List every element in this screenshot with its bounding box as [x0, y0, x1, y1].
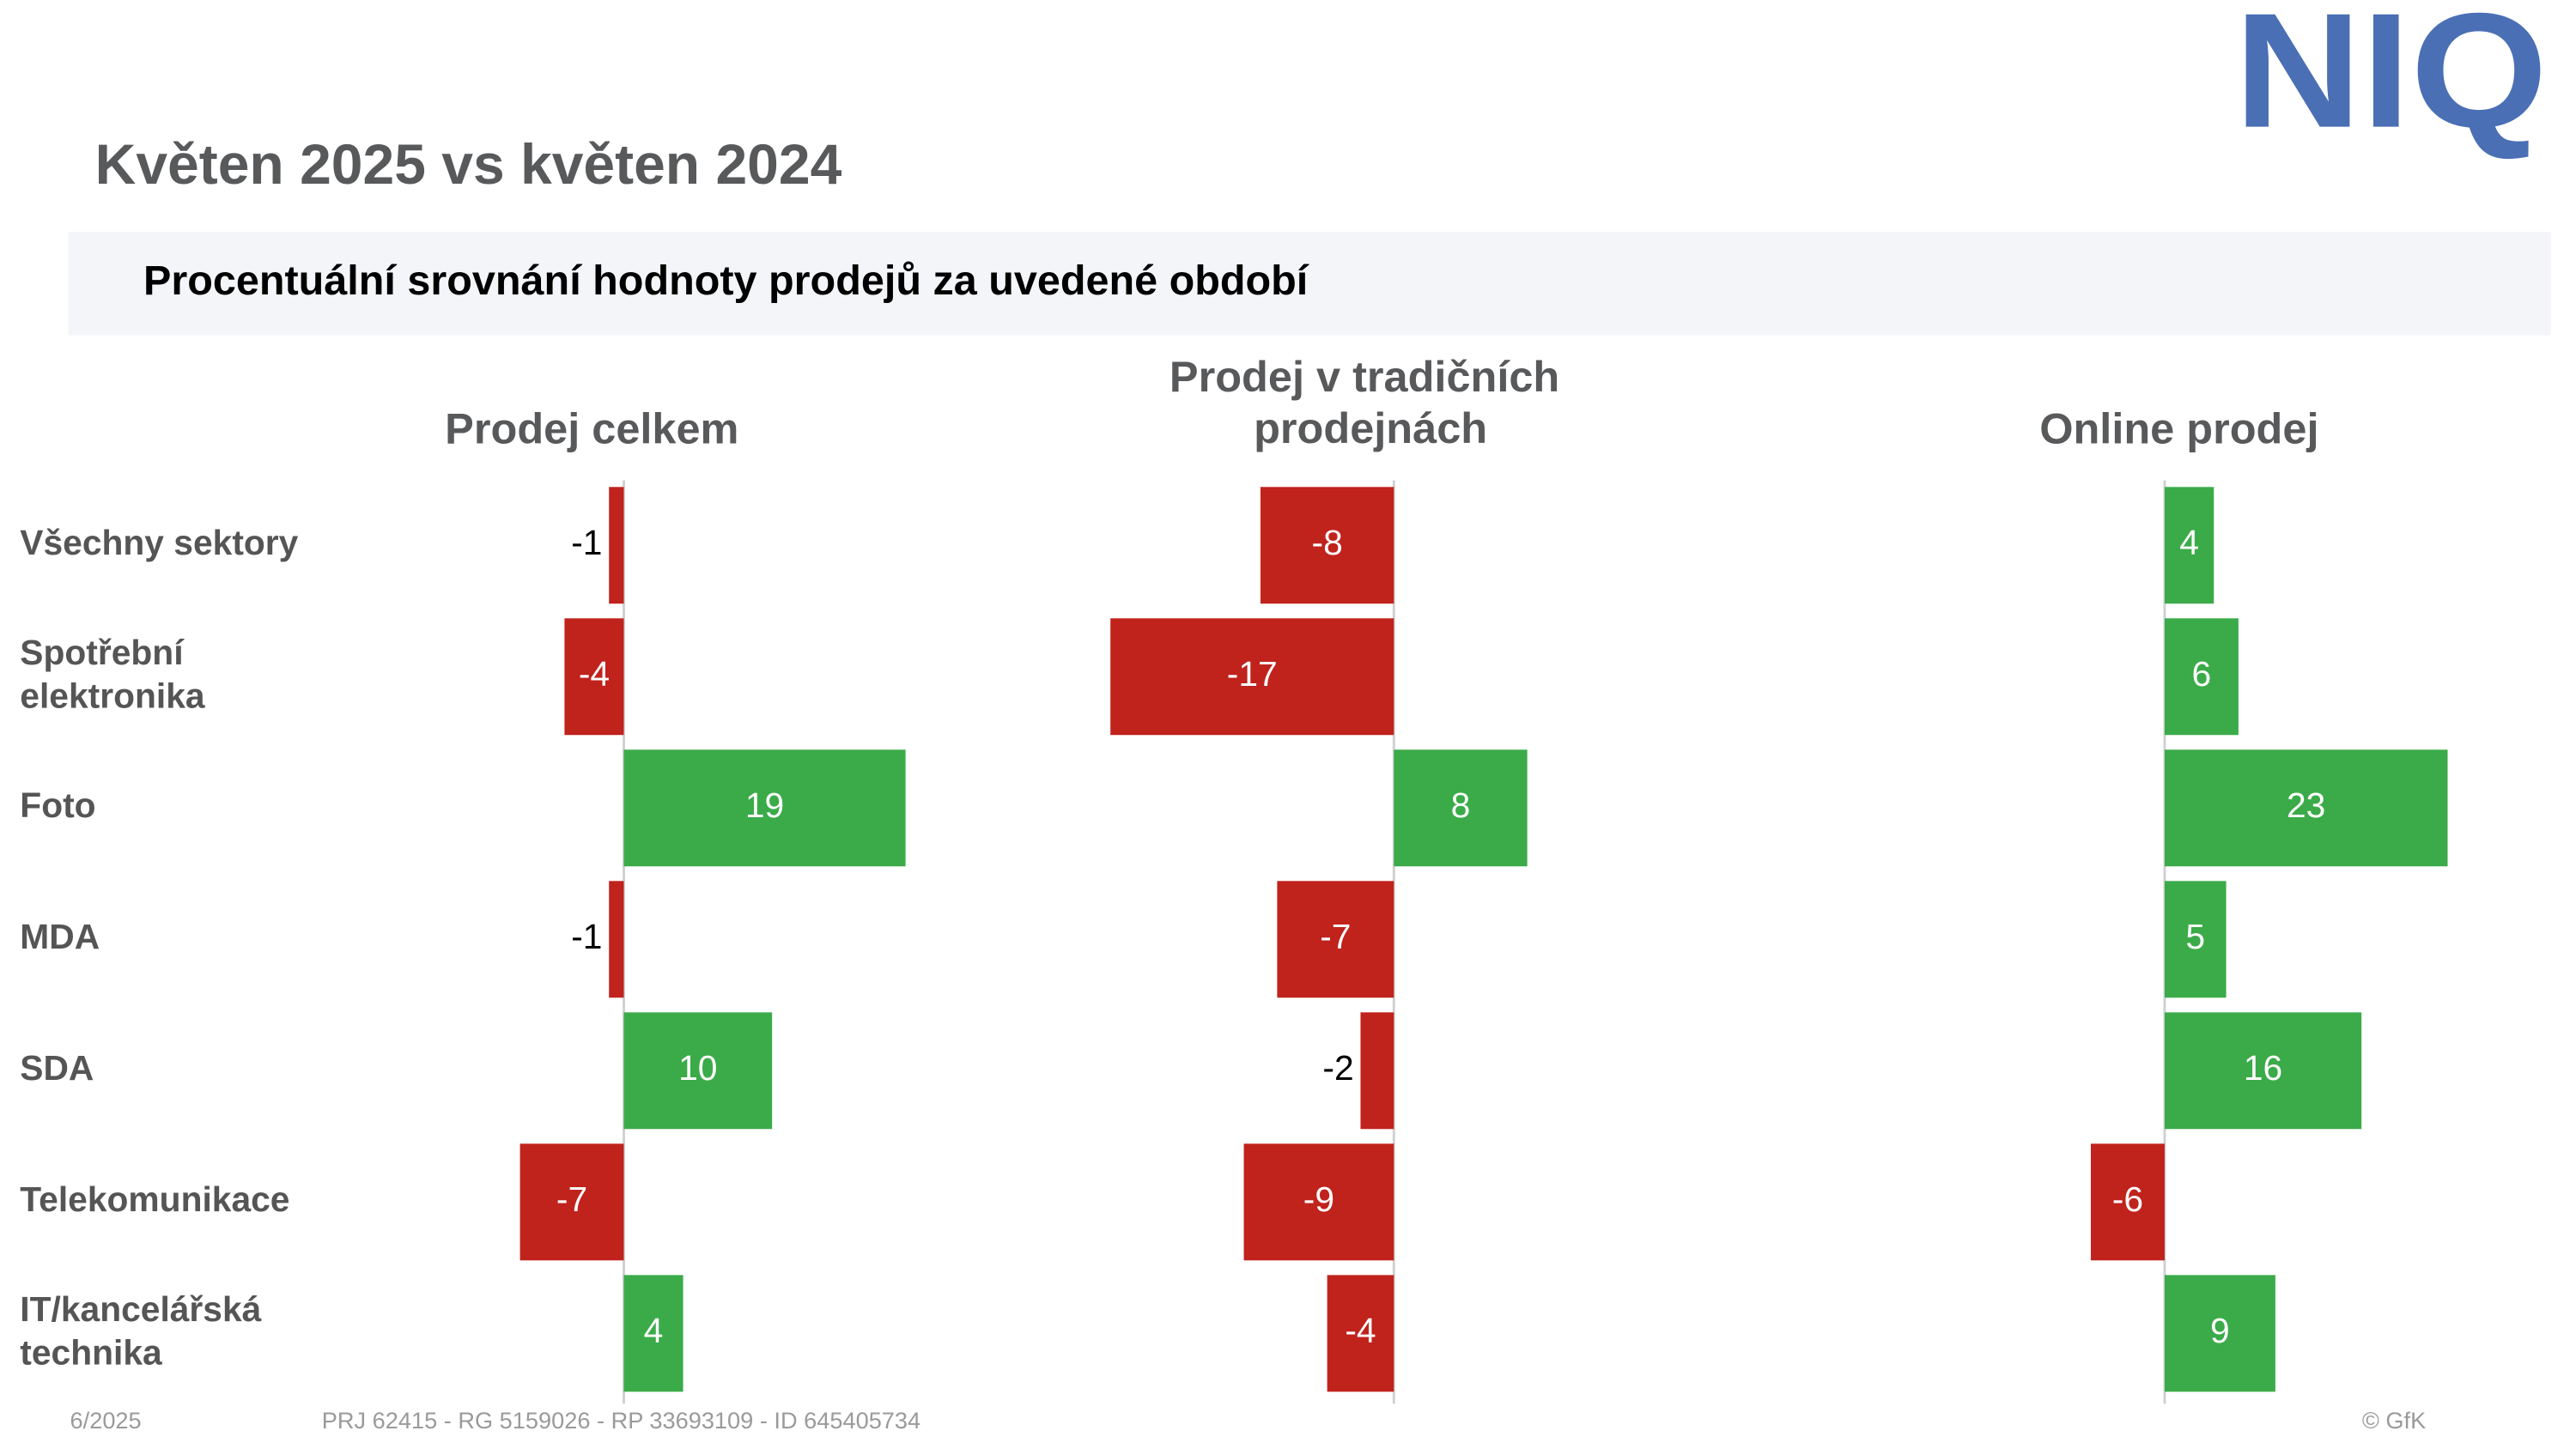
- footer-date: 6/2025: [70, 1407, 142, 1434]
- value-label: -2: [1322, 1048, 1353, 1088]
- bar: [623, 749, 906, 867]
- bar: [2164, 487, 2215, 604]
- value-label: -4: [579, 654, 610, 694]
- category-label: MDA: [20, 917, 100, 956]
- value-label: 9: [2210, 1311, 2230, 1350]
- value-label: -8: [1312, 523, 1343, 562]
- bar: [623, 1012, 773, 1130]
- bar: [1360, 1012, 1394, 1130]
- category-label: Foto: [20, 785, 95, 825]
- category-label: Spotřební elektronika: [20, 633, 205, 715]
- value-label: -1: [571, 917, 602, 956]
- bar: [2164, 1275, 2275, 1392]
- bar: [2090, 1143, 2165, 1261]
- value-label: 16: [2244, 1048, 2282, 1088]
- chart-title: Online prodej: [2039, 404, 2318, 453]
- value-label: 5: [2185, 917, 2205, 956]
- bar: [2164, 749, 2448, 867]
- value-label: 8: [1451, 785, 1471, 825]
- bar: [1243, 1143, 1394, 1261]
- category-label: Všechny sektory: [20, 523, 298, 562]
- chart-title: Prodej v tradičních prodejnách: [1170, 352, 1571, 452]
- value-label: 4: [2179, 523, 2199, 562]
- bar: [1394, 749, 1528, 867]
- category-label: SDA: [20, 1048, 94, 1088]
- bar: [519, 1143, 624, 1261]
- category-label: IT/kancelářská technika: [20, 1289, 270, 1372]
- value-label: -9: [1303, 1179, 1334, 1219]
- bar: [2164, 1012, 2362, 1130]
- bar: [1277, 881, 1394, 998]
- value-label: 19: [745, 785, 784, 825]
- value-label: -6: [2112, 1179, 2143, 1219]
- logo: NIQ: [2234, 0, 2548, 162]
- bar: [609, 881, 624, 998]
- value-label: 10: [678, 1048, 717, 1088]
- value-label: -7: [556, 1179, 587, 1219]
- footer-copyright: © GfK: [2362, 1407, 2426, 1434]
- bar: [1110, 618, 1394, 736]
- category-label: Telekomunikace: [20, 1179, 289, 1219]
- bar: [564, 618, 624, 736]
- footer-id: PRJ 62415 - RG 5159026 - RP 33693109 - I…: [322, 1407, 920, 1434]
- value-label: 6: [2192, 654, 2212, 694]
- value-label: -7: [1320, 917, 1351, 956]
- subtitle: Procentuální srovnání hodnoty prodejů za…: [143, 258, 1309, 304]
- bar: [623, 1275, 683, 1392]
- chart-title: Prodej celkem: [445, 404, 738, 453]
- bar: [1260, 487, 1394, 604]
- value-label: 23: [2287, 785, 2325, 825]
- value-label: -1: [571, 523, 602, 562]
- bar: [2164, 618, 2239, 736]
- subtitle-band: [68, 232, 2551, 336]
- bar: [609, 487, 624, 604]
- value-label: -4: [1345, 1311, 1376, 1350]
- title: Květen 2025 vs květen 2024: [95, 132, 842, 196]
- value-label: -17: [1227, 654, 1278, 694]
- bar: [2164, 881, 2227, 998]
- bar: [1327, 1275, 1394, 1392]
- value-label: 4: [644, 1311, 664, 1350]
